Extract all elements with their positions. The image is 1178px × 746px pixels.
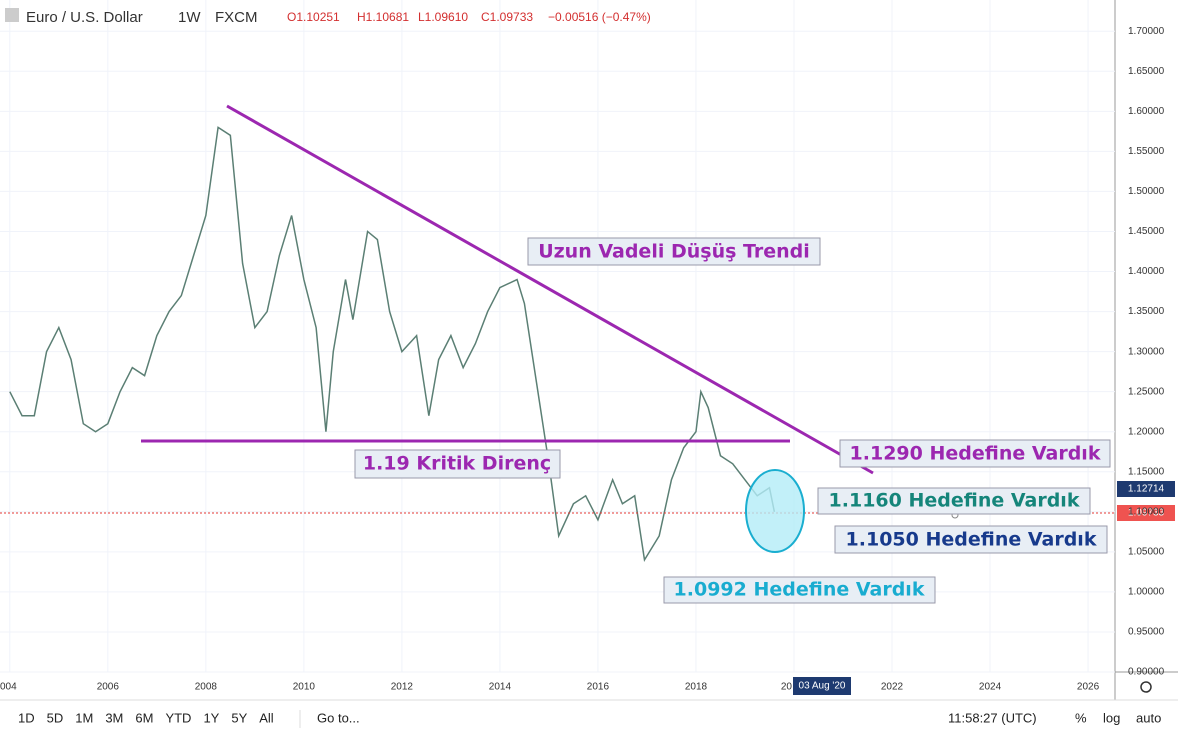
- log-button[interactable]: log: [1103, 710, 1120, 725]
- annotation-text: Uzun Vadeli Düşüş Trendi: [538, 241, 810, 263]
- y-tick-label: 0.95000: [1128, 627, 1165, 638]
- y-tick-label: 1.70000: [1128, 26, 1165, 37]
- y-tick-label: 1.00000: [1128, 587, 1165, 598]
- ohlc-close: C1.09733: [481, 10, 533, 24]
- source: FXCM: [215, 9, 258, 26]
- highlight-ellipse: [745, 469, 805, 553]
- x-tick-label: 2014: [489, 682, 512, 693]
- y-tick-label: 1.05000: [1128, 546, 1165, 557]
- ohlc-change: −0.00516 (−0.47%): [548, 10, 651, 24]
- price-label: 1.12714: [1128, 484, 1165, 495]
- annotation-text: 1.1160 Hedefine Vardık: [829, 490, 1080, 512]
- price-label: 1.09733: [1128, 508, 1165, 519]
- annotation-text: 1.1290 Hedefine Vardık: [850, 443, 1101, 465]
- y-tick-label: 1.60000: [1128, 106, 1165, 117]
- range-button[interactable]: 3M: [105, 710, 123, 725]
- y-tick-label: 1.25000: [1128, 386, 1165, 397]
- percent-button[interactable]: %: [1075, 710, 1087, 725]
- range-button[interactable]: 5Y: [231, 710, 247, 725]
- y-tick-label: 1.35000: [1128, 306, 1165, 317]
- date-label-bg: [793, 677, 851, 695]
- ohlc-low: L1.09610: [418, 10, 468, 24]
- y-tick-label: 1.45000: [1128, 226, 1165, 237]
- x-tick-label: 2016: [587, 682, 610, 693]
- y-tick-label: 1.10000: [1128, 506, 1165, 517]
- y-tick-label: 1.20000: [1128, 426, 1165, 437]
- x-tick-label: 2006: [97, 682, 120, 693]
- y-tick-label: 1.15000: [1128, 466, 1165, 477]
- y-tick-label: 1.50000: [1128, 186, 1165, 197]
- x-tick-label: 004: [0, 682, 17, 693]
- ohlc-high: H1.10681: [357, 10, 409, 24]
- x-tick-label: 2008: [195, 682, 218, 693]
- range-button[interactable]: All: [259, 710, 274, 725]
- x-tick-label: 2022: [881, 682, 904, 693]
- symbol[interactable]: Euro / U.S. Dollar: [26, 9, 143, 26]
- range-button[interactable]: 1D: [18, 710, 35, 725]
- symbol-icon: [5, 8, 19, 22]
- range-button[interactable]: 1Y: [203, 710, 219, 725]
- annotation: Uzun Vadeli Düşüş Trendi 1.19 Kritik Dir…: [354, 237, 1111, 604]
- x-tick-label: 2018: [685, 682, 708, 693]
- y-tick-label: 1.65000: [1128, 66, 1165, 77]
- x-tick-label: 20: [781, 682, 793, 693]
- x-tick-label: 2026: [1077, 682, 1100, 693]
- interval[interactable]: 1W: [178, 9, 201, 26]
- annotation-box: [817, 487, 1091, 515]
- annotation-box: [527, 237, 821, 266]
- range-button[interactable]: 1M: [75, 710, 93, 725]
- annotation-box: [354, 449, 561, 479]
- trend-line: [226, 104, 874, 475]
- annotation-text: 1.0992 Hedefine Vardık: [674, 579, 925, 601]
- plot-area: [0, 0, 1115, 673]
- x-tick-label: 2024: [979, 682, 1002, 693]
- range-button[interactable]: YTD: [165, 710, 191, 725]
- price-label-bg: [1117, 505, 1175, 521]
- range-button[interactable]: 5D: [47, 710, 64, 725]
- clock: 11:58:27 (UTC): [948, 710, 1037, 725]
- annotation-box: [839, 439, 1111, 468]
- range-button[interactable]: 6M: [135, 710, 153, 725]
- ohlc-open: O1.10251: [287, 10, 340, 24]
- y-tick-label: 1.40000: [1128, 266, 1165, 277]
- annotation-box: [663, 576, 936, 604]
- y-tick-label: 1.30000: [1128, 346, 1165, 357]
- range-buttons: 1D 5D 1M 3M 6M YTD 1Y 5Y All: [18, 710, 274, 725]
- price-label-bg: [1117, 481, 1175, 497]
- annotation-text: 1.19 Kritik Direnç: [363, 453, 551, 475]
- y-tick-label: 0.90000: [1128, 667, 1165, 678]
- goto-button[interactable]: Go to...: [317, 710, 360, 725]
- x-tick-label: 2012: [391, 682, 414, 693]
- x-tick-label: 2010: [293, 682, 316, 693]
- price-line: [9, 126, 776, 563]
- auto-button[interactable]: auto: [1136, 710, 1161, 725]
- y-tick-label: 1.55000: [1128, 146, 1165, 157]
- settings-icon[interactable]: [1140, 681, 1152, 693]
- date-label: 03 Aug '20: [799, 681, 846, 692]
- annotation-box: [834, 525, 1108, 554]
- annotation-text: 1.1050 Hedefine Vardık: [846, 529, 1097, 551]
